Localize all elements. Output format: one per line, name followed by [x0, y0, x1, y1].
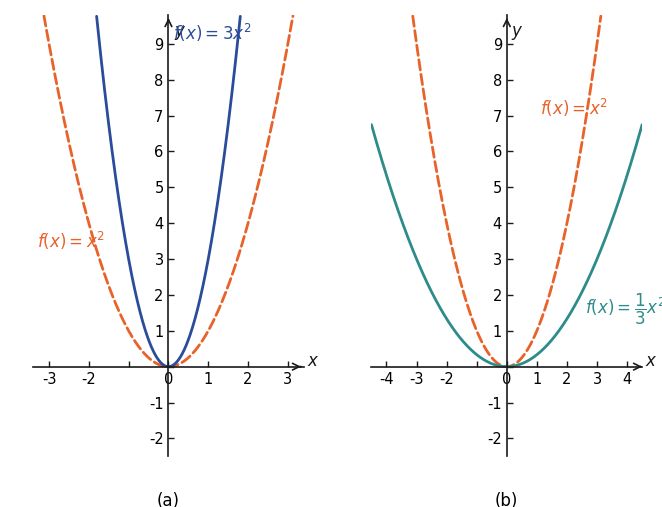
- Text: y: y: [174, 22, 184, 41]
- Text: x: x: [645, 352, 655, 370]
- Text: x: x: [308, 352, 318, 370]
- Text: $f(x) = x^2$: $f(x) = x^2$: [37, 230, 105, 252]
- Text: (b): (b): [495, 492, 518, 507]
- Text: (a): (a): [157, 492, 180, 507]
- Text: y: y: [511, 22, 521, 41]
- Text: $f(x) = 3x^2$: $f(x) = 3x^2$: [173, 22, 252, 44]
- Text: $f(x) = x^2$: $f(x) = x^2$: [540, 97, 608, 120]
- Text: $f(x) = \dfrac{1}{3}x^2$: $f(x) = \dfrac{1}{3}x^2$: [585, 292, 662, 327]
